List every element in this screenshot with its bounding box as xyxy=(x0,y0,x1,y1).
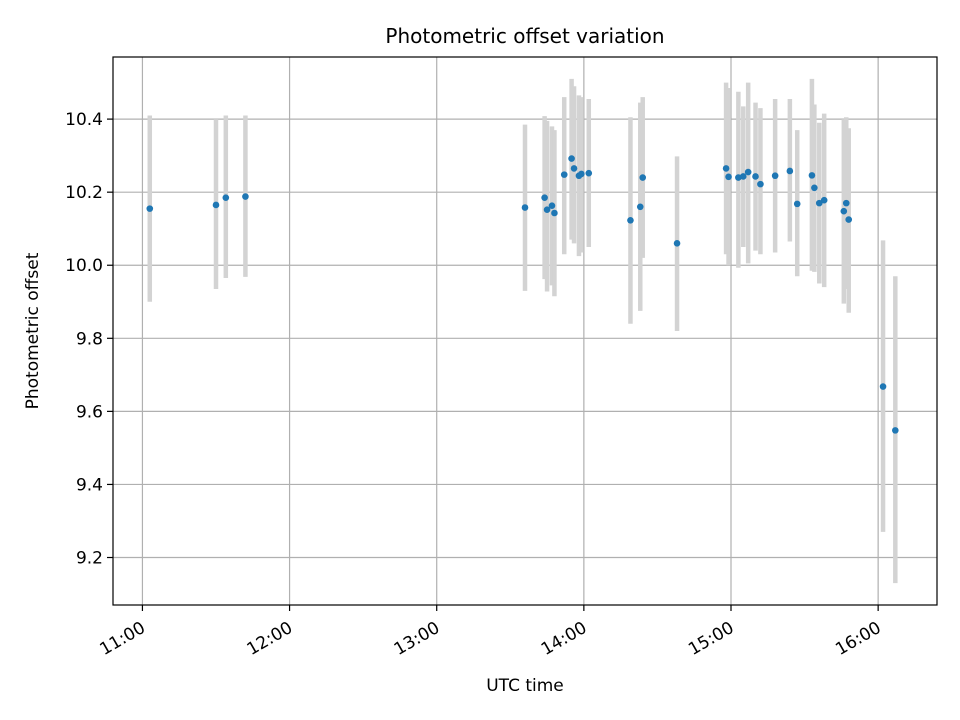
data-point xyxy=(879,383,887,390)
data-points xyxy=(146,155,899,434)
data-point xyxy=(808,172,816,179)
data-point xyxy=(578,170,585,178)
y-tick-label: 9.6 xyxy=(76,402,103,422)
y-tick-label: 10.0 xyxy=(65,256,103,276)
y-tick-label: 10.2 xyxy=(65,183,103,203)
y-tick-label: 10.4 xyxy=(65,110,103,130)
data-point xyxy=(627,217,634,224)
data-point xyxy=(212,201,220,209)
y-tick-label: 9.4 xyxy=(76,475,103,495)
data-point xyxy=(786,167,794,175)
data-point xyxy=(541,194,548,201)
data-point xyxy=(636,203,644,211)
y-axis-ticks: 9.2 9.4 9.6 9.8 10.0 10.2 10.4 xyxy=(65,110,113,569)
data-point xyxy=(543,206,551,214)
y-tick-label: 9.8 xyxy=(76,329,103,349)
data-point xyxy=(560,171,568,178)
data-point xyxy=(242,193,249,200)
data-point xyxy=(551,209,558,217)
data-point xyxy=(673,240,681,247)
data-point xyxy=(840,207,848,215)
y-tick-label: 9.2 xyxy=(76,549,103,569)
data-point xyxy=(842,199,850,207)
data-point xyxy=(757,180,764,188)
chart-title: Photometric offset variation xyxy=(385,24,664,48)
plot-frame xyxy=(112,56,938,606)
data-point xyxy=(845,216,853,223)
data-point xyxy=(222,194,230,201)
data-point xyxy=(739,173,747,180)
data-point xyxy=(892,427,899,434)
data-point xyxy=(548,202,556,209)
data-point xyxy=(146,205,154,212)
data-point xyxy=(811,184,818,192)
data-point xyxy=(568,155,575,162)
data-point xyxy=(639,174,647,181)
data-point xyxy=(771,172,779,180)
data-point xyxy=(820,196,828,204)
data-point xyxy=(744,168,752,176)
x-axis-title: UTC time xyxy=(486,676,564,696)
data-point xyxy=(585,169,593,177)
y-axis-title: Photometric offset xyxy=(23,252,43,409)
data-point xyxy=(752,173,759,180)
data-point xyxy=(725,173,732,181)
data-point xyxy=(793,200,801,208)
data-point xyxy=(722,165,730,172)
data-point xyxy=(521,204,529,211)
data-point xyxy=(570,165,578,172)
data-point xyxy=(735,174,742,181)
data-point xyxy=(815,199,823,207)
